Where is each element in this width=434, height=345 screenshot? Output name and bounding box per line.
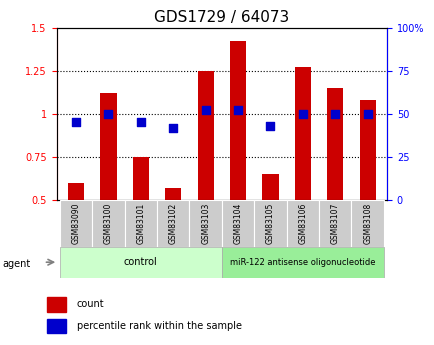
Bar <box>262 174 278 200</box>
Bar <box>221 247 383 278</box>
Point <box>137 120 144 125</box>
Text: agent: agent <box>2 259 30 269</box>
Point <box>299 111 306 117</box>
Bar <box>326 88 342 200</box>
Text: GSM83105: GSM83105 <box>265 203 274 244</box>
Bar <box>92 200 124 247</box>
Text: control: control <box>124 257 158 267</box>
Text: miR-122 antisense oligonucleotide: miR-122 antisense oligonucleotide <box>230 258 375 267</box>
Bar <box>157 200 189 247</box>
Text: GSM83107: GSM83107 <box>330 203 339 244</box>
Title: GDS1729 / 64073: GDS1729 / 64073 <box>154 10 289 25</box>
Bar <box>197 71 213 200</box>
Text: GSM83104: GSM83104 <box>233 203 242 244</box>
Point <box>331 111 338 117</box>
Point <box>363 111 370 117</box>
Text: count: count <box>77 299 104 309</box>
Bar <box>254 200 286 247</box>
Bar <box>230 41 246 200</box>
Bar <box>68 183 84 200</box>
Bar <box>294 67 310 200</box>
Text: GSM83100: GSM83100 <box>104 203 113 244</box>
Bar <box>189 200 221 247</box>
Point <box>105 111 112 117</box>
Bar <box>319 200 351 247</box>
Text: GSM83101: GSM83101 <box>136 203 145 244</box>
Text: percentile rank within the sample: percentile rank within the sample <box>77 321 241 331</box>
Bar <box>59 247 221 278</box>
Bar <box>286 200 319 247</box>
Text: GSM83103: GSM83103 <box>201 203 210 244</box>
Point <box>72 120 79 125</box>
Bar <box>359 100 375 200</box>
Bar <box>100 93 116 200</box>
Text: GSM83090: GSM83090 <box>71 203 80 244</box>
Text: GSM83102: GSM83102 <box>168 203 178 244</box>
Bar <box>165 188 181 200</box>
Bar <box>59 200 92 247</box>
Point <box>234 108 241 113</box>
Bar <box>124 200 157 247</box>
Bar <box>47 297 66 312</box>
Point <box>202 108 209 113</box>
Bar <box>132 157 148 200</box>
Bar <box>351 200 383 247</box>
Text: GSM83108: GSM83108 <box>362 203 372 244</box>
Point <box>169 125 176 130</box>
Text: GSM83106: GSM83106 <box>298 203 307 244</box>
Bar <box>47 319 66 333</box>
Point <box>266 123 273 129</box>
Bar <box>221 200 254 247</box>
